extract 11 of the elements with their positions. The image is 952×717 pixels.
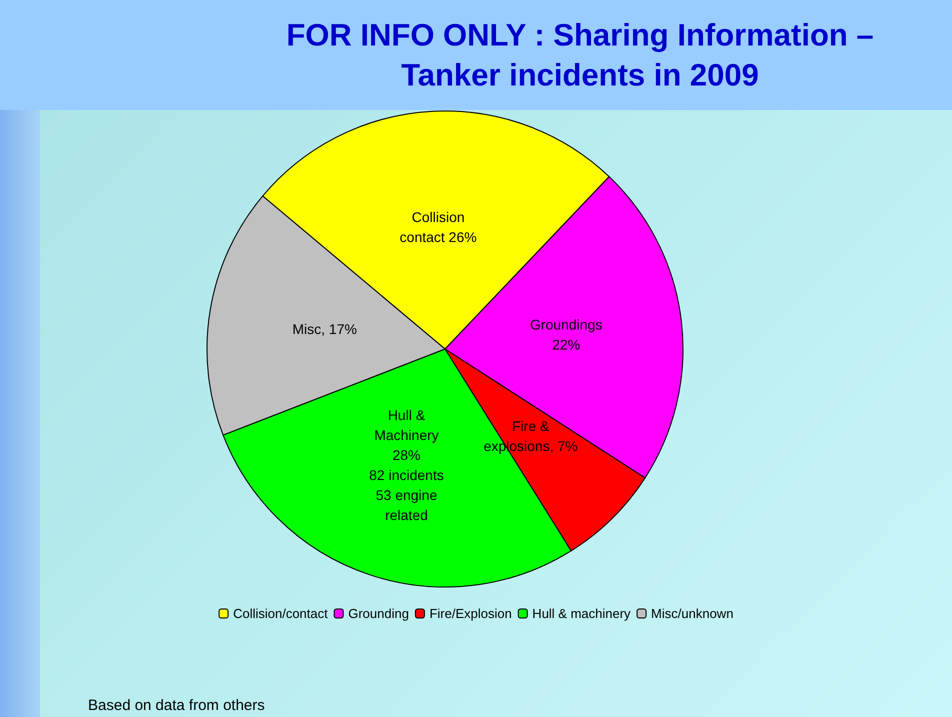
data-label: Hull & Machinery 28% 82 incidents 53 engine related [369,406,444,523]
legend-label: Misc/unknown [651,606,734,621]
legend-label: Hull & machinery [532,606,632,621]
legend-label: Grounding [348,606,409,621]
data-label: Groundings 22% [530,316,602,353]
data-label: Collision contact 26% [400,209,477,246]
chart-title: FOR INFO ONLY : Sharing Information – Tanker incidents in 2009 [286,18,874,92]
text: Based on data from others [88,697,265,714]
legend-label: Collision/contact [233,606,328,621]
data-label: Misc, 17% [292,321,357,338]
legend-label: Fire/Explosion [429,606,512,621]
